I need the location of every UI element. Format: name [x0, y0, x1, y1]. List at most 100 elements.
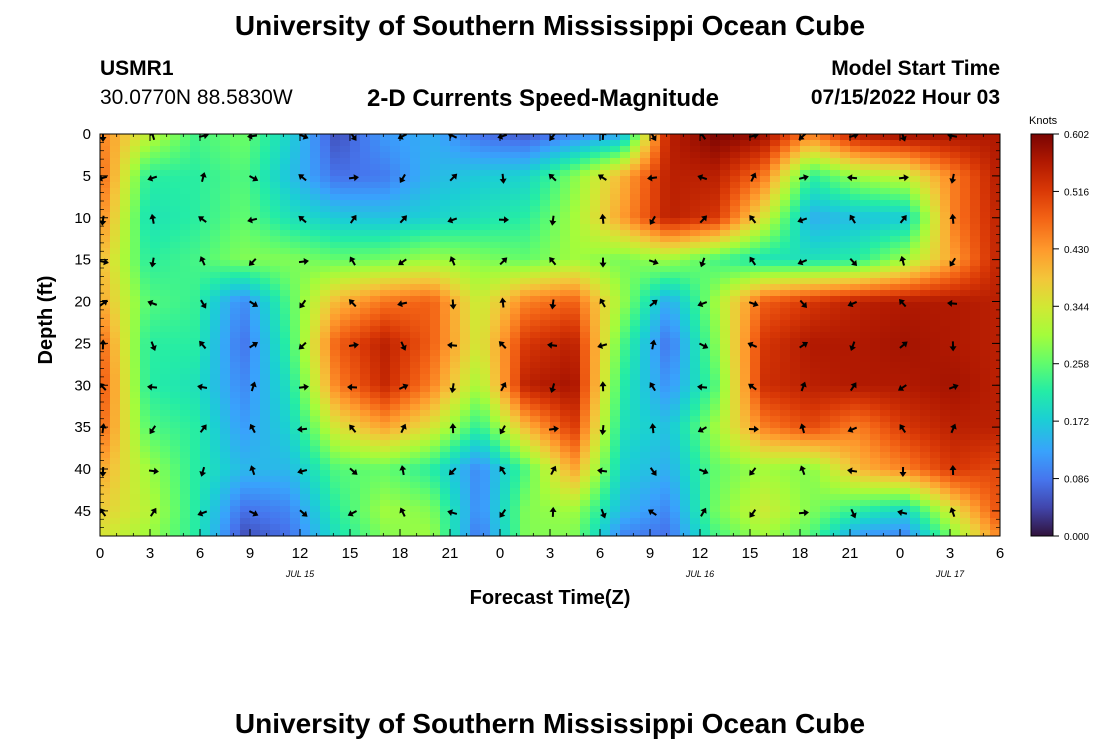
- heatmap-cell: [580, 374, 591, 381]
- heatmap-cell: [180, 146, 191, 153]
- heatmap-cell: [140, 152, 151, 159]
- heatmap-cell: [240, 338, 251, 345]
- heatmap-cell: [830, 194, 841, 201]
- heatmap-cell: [750, 272, 761, 279]
- heatmap-cell: [400, 350, 411, 357]
- heatmap-cell: [770, 386, 781, 393]
- heatmap-cell: [520, 296, 531, 303]
- heatmap-cell: [250, 404, 261, 411]
- heatmap-cell: [290, 206, 301, 213]
- heatmap-cell: [150, 194, 161, 201]
- heatmap-cell: [550, 392, 561, 399]
- heatmap-cell: [510, 200, 521, 207]
- heatmap-cell: [470, 230, 481, 237]
- heatmap-cell: [120, 404, 131, 411]
- heatmap-cell: [600, 230, 611, 237]
- heatmap-cell: [560, 176, 571, 183]
- heatmap-cell: [790, 134, 801, 141]
- heatmap-cell: [650, 332, 661, 339]
- heatmap-cell: [570, 434, 581, 441]
- heatmap-cell: [450, 230, 461, 237]
- heatmap-cell: [610, 440, 621, 447]
- heatmap-cell: [170, 218, 181, 225]
- heatmap-cell: [590, 206, 601, 213]
- heatmap-cell: [410, 410, 421, 417]
- heatmap-cell: [320, 218, 331, 225]
- heatmap-cell: [790, 326, 801, 333]
- heatmap-cell: [670, 362, 681, 369]
- heatmap-cell: [480, 236, 491, 243]
- heatmap-cell: [170, 326, 181, 333]
- heatmap-cell: [360, 524, 371, 531]
- model-start-label: Model Start Time: [831, 57, 1000, 80]
- heatmap-cell: [840, 134, 851, 141]
- heatmap-cell: [560, 218, 571, 225]
- heatmap-cell: [240, 302, 251, 309]
- heatmap-cell: [620, 470, 631, 477]
- heatmap-cell: [780, 284, 791, 291]
- heatmap-cell: [660, 194, 671, 201]
- heatmap-cell: [380, 470, 391, 477]
- heatmap-cell: [540, 362, 551, 369]
- heatmap-cell: [820, 512, 831, 519]
- heatmap-cell: [590, 182, 601, 189]
- heatmap-cell: [650, 500, 661, 507]
- heatmap-cell: [120, 386, 131, 393]
- heatmap-cell: [390, 428, 401, 435]
- heatmap-cell: [590, 482, 601, 489]
- heatmap-cell: [290, 356, 301, 363]
- heatmap-cell: [830, 452, 841, 459]
- heatmap-cell: [660, 404, 671, 411]
- heatmap-cell: [270, 488, 281, 495]
- heatmap-cell: [790, 146, 801, 153]
- heatmap-cell: [810, 344, 821, 351]
- heatmap-cell: [270, 332, 281, 339]
- heatmap-cell: [570, 524, 581, 531]
- heatmap-cell: [120, 446, 131, 453]
- heatmap-cell: [160, 260, 171, 267]
- heatmap-cell: [110, 326, 121, 333]
- heatmap-cell: [240, 242, 251, 249]
- heatmap-cell: [290, 164, 301, 171]
- heatmap-cell: [450, 308, 461, 315]
- heatmap-cell: [480, 410, 491, 417]
- heatmap-cell: [840, 290, 851, 297]
- heatmap-cell: [670, 440, 681, 447]
- heatmap-cell: [390, 248, 401, 255]
- heatmap-cell: [450, 476, 461, 483]
- heatmap-cell: [150, 290, 161, 297]
- heatmap-cell: [660, 374, 671, 381]
- heatmap-cell: [700, 332, 711, 339]
- heatmap-cell: [190, 494, 201, 501]
- heatmap-cell: [350, 488, 361, 495]
- heatmap-cell: [170, 212, 181, 219]
- heatmap-cell: [140, 368, 151, 375]
- heatmap-cell: [770, 446, 781, 453]
- heatmap-cell: [110, 170, 121, 177]
- heatmap-cell: [520, 332, 531, 339]
- model-start-time: 07/15/2022 Hour 03: [810, 86, 1000, 109]
- heatmap-cell: [480, 368, 491, 375]
- heatmap-cell: [320, 416, 331, 423]
- heatmap-cell: [590, 314, 601, 321]
- heatmap-cell: [110, 452, 121, 459]
- heatmap-cell: [170, 350, 181, 357]
- heatmap-cell: [700, 374, 711, 381]
- heatmap-cell: [230, 140, 241, 147]
- heatmap-cell: [830, 314, 841, 321]
- heatmap-cell: [250, 506, 261, 513]
- heatmap-cell: [430, 488, 441, 495]
- heatmap-cell: [700, 308, 711, 315]
- heatmap-cell: [760, 458, 771, 465]
- heatmap-cell: [540, 476, 551, 483]
- heatmap-cell: [790, 188, 801, 195]
- heatmap-cell: [600, 452, 611, 459]
- heatmap-cell: [620, 140, 631, 147]
- heatmap-cell: [640, 266, 651, 273]
- heatmap-cell: [710, 218, 721, 225]
- heatmap-cell: [260, 470, 271, 477]
- heatmap-cell: [830, 176, 841, 183]
- heatmap-cell: [260, 152, 271, 159]
- heatmap-cell: [310, 146, 321, 153]
- heatmap-cell: [300, 296, 311, 303]
